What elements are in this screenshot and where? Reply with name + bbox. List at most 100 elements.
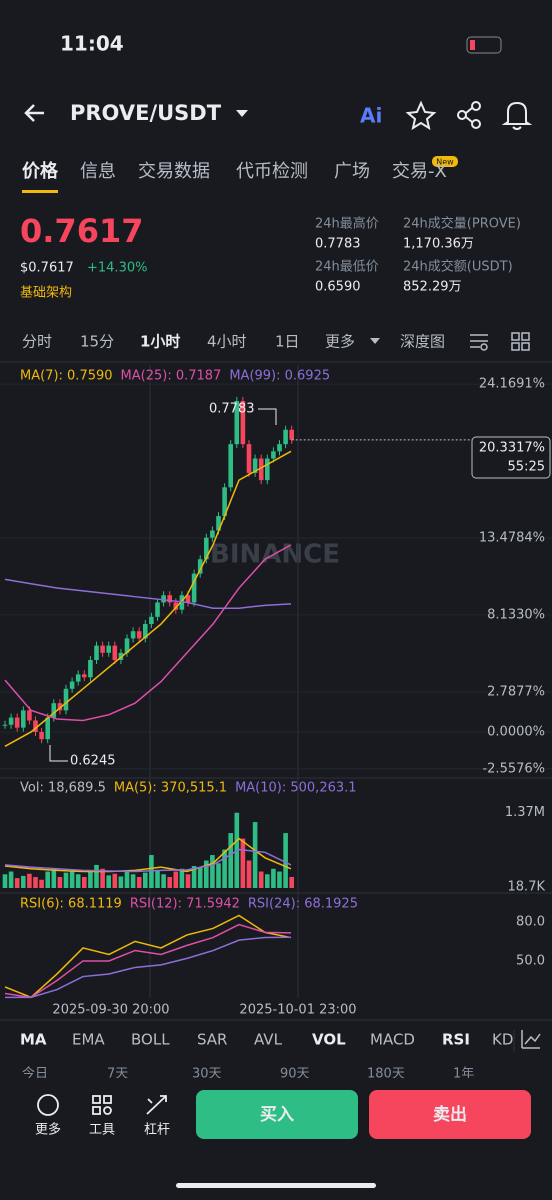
volume-bar bbox=[204, 860, 209, 888]
volume-bar bbox=[51, 868, 57, 888]
volume-bar bbox=[246, 860, 252, 888]
more-dropdown[interactable] bbox=[370, 338, 380, 344]
ai-button[interactable]: Ai bbox=[360, 104, 382, 128]
indicator[interactable]: MA bbox=[20, 1031, 47, 1049]
volume-bar bbox=[173, 871, 179, 888]
range[interactable]: 7天 bbox=[107, 1067, 128, 1082]
pair-title[interactable]: PROVE/USDT bbox=[70, 101, 222, 125]
more-icon[interactable] bbox=[37, 1094, 59, 1116]
volume-bar bbox=[118, 876, 124, 888]
candle bbox=[82, 674, 87, 678]
candle bbox=[106, 645, 111, 653]
interval[interactable]: 深度图 bbox=[400, 333, 445, 351]
tools-icon[interactable] bbox=[92, 1095, 112, 1115]
volume-bar bbox=[100, 868, 105, 888]
y-tick-label: -2.5576% bbox=[482, 761, 545, 776]
candle bbox=[100, 645, 105, 653]
rsi-line bbox=[4, 914, 292, 999]
candle bbox=[51, 703, 57, 718]
y-tick-label: 2.7877% bbox=[487, 684, 545, 699]
battery-level bbox=[470, 40, 475, 50]
interval[interactable]: 1小时 bbox=[140, 333, 180, 351]
range[interactable]: 180天 bbox=[367, 1067, 405, 1082]
share-button[interactable] bbox=[457, 101, 481, 129]
sell-button[interactable] bbox=[369, 1090, 531, 1139]
new-badge-text: New bbox=[436, 158, 454, 167]
tool-label[interactable]: 更多 bbox=[35, 1122, 61, 1138]
legend-entry: RSI(12): 71.5942 bbox=[130, 897, 240, 912]
volume-bar bbox=[240, 838, 246, 888]
tab[interactable]: 广场 bbox=[334, 161, 370, 182]
drawing-tool[interactable] bbox=[521, 1030, 541, 1049]
tab[interactable]: 信息 bbox=[80, 161, 116, 182]
tab[interactable]: 代币检测 bbox=[236, 161, 308, 182]
interval[interactable]: 15分 bbox=[80, 333, 114, 351]
candle bbox=[228, 444, 233, 488]
indicator[interactable]: RSI bbox=[442, 1031, 470, 1049]
tab[interactable]: 交易-X bbox=[392, 161, 447, 182]
range[interactable]: 90天 bbox=[280, 1067, 310, 1082]
interval[interactable]: 4小时 bbox=[207, 333, 247, 351]
stat-label: 24h最低价 bbox=[315, 260, 379, 275]
indicator[interactable]: AVL bbox=[254, 1031, 283, 1049]
alert-button[interactable] bbox=[501, 101, 533, 130]
tool-label[interactable]: 杠杆 bbox=[144, 1122, 170, 1138]
legend-entry: MA(99): 0.6925 bbox=[229, 369, 330, 384]
volume-ma-line bbox=[4, 848, 292, 873]
y-tick-label: 0.0000% bbox=[487, 724, 545, 739]
range[interactable]: 1年 bbox=[453, 1067, 474, 1082]
indicator[interactable]: VOL bbox=[312, 1031, 346, 1049]
favorite-button[interactable] bbox=[405, 100, 437, 131]
tab[interactable]: 价格 bbox=[22, 160, 59, 182]
range[interactable]: 30天 bbox=[192, 1067, 222, 1082]
buy-button[interactable] bbox=[196, 1090, 358, 1139]
volume-bar bbox=[167, 877, 172, 888]
volume-bar bbox=[271, 868, 276, 888]
low-pointer bbox=[49, 745, 68, 762]
sector-tag[interactable]: 基础架构 bbox=[20, 286, 72, 301]
indicator[interactable]: EMA bbox=[72, 1031, 105, 1049]
indicator[interactable]: BOLL bbox=[131, 1031, 170, 1049]
volume-bar bbox=[197, 867, 203, 888]
indicator[interactable]: KD bbox=[492, 1031, 513, 1049]
interval[interactable]: 更多 bbox=[325, 333, 355, 351]
volume-bar bbox=[39, 879, 44, 888]
candle bbox=[283, 429, 288, 445]
indicator[interactable]: MACD bbox=[370, 1031, 415, 1049]
layout-button[interactable] bbox=[511, 332, 530, 351]
candle bbox=[69, 681, 75, 689]
candle bbox=[2, 724, 8, 726]
stat-value: 0.6590 bbox=[315, 280, 361, 295]
candle bbox=[33, 720, 38, 732]
candle bbox=[265, 458, 270, 481]
sell-label[interactable]: 卖出 bbox=[433, 1104, 467, 1125]
tab[interactable]: 交易数据 bbox=[138, 161, 210, 182]
candle bbox=[240, 400, 246, 445]
indicator[interactable]: SAR bbox=[197, 1031, 227, 1049]
candle bbox=[8, 717, 14, 725]
interval[interactable]: 1日 bbox=[275, 333, 300, 351]
pair-dropdown[interactable] bbox=[236, 110, 248, 117]
low-label: 0.6245 bbox=[70, 754, 116, 769]
candle bbox=[222, 487, 227, 517]
stat-value: 1,170.36万 bbox=[403, 237, 474, 252]
candle bbox=[21, 710, 26, 728]
candle bbox=[143, 624, 148, 639]
candle bbox=[246, 444, 252, 473]
range[interactable]: 今日 bbox=[22, 1066, 48, 1082]
tool-label[interactable]: 工具 bbox=[89, 1123, 115, 1138]
chart-settings[interactable] bbox=[470, 334, 488, 351]
candle bbox=[197, 559, 203, 574]
interval[interactable]: 分时 bbox=[22, 333, 52, 351]
stat-label: 24h最高价 bbox=[315, 216, 379, 232]
volume-bar bbox=[228, 833, 233, 888]
volume-bar bbox=[136, 877, 142, 888]
candle bbox=[161, 595, 166, 603]
buy-label[interactable]: 买入 bbox=[260, 1105, 294, 1125]
margin-icon[interactable] bbox=[146, 1095, 167, 1115]
rsi-line bbox=[4, 923, 292, 999]
back-button[interactable] bbox=[24, 104, 44, 122]
volume-bar bbox=[185, 874, 191, 888]
candle bbox=[173, 602, 179, 610]
